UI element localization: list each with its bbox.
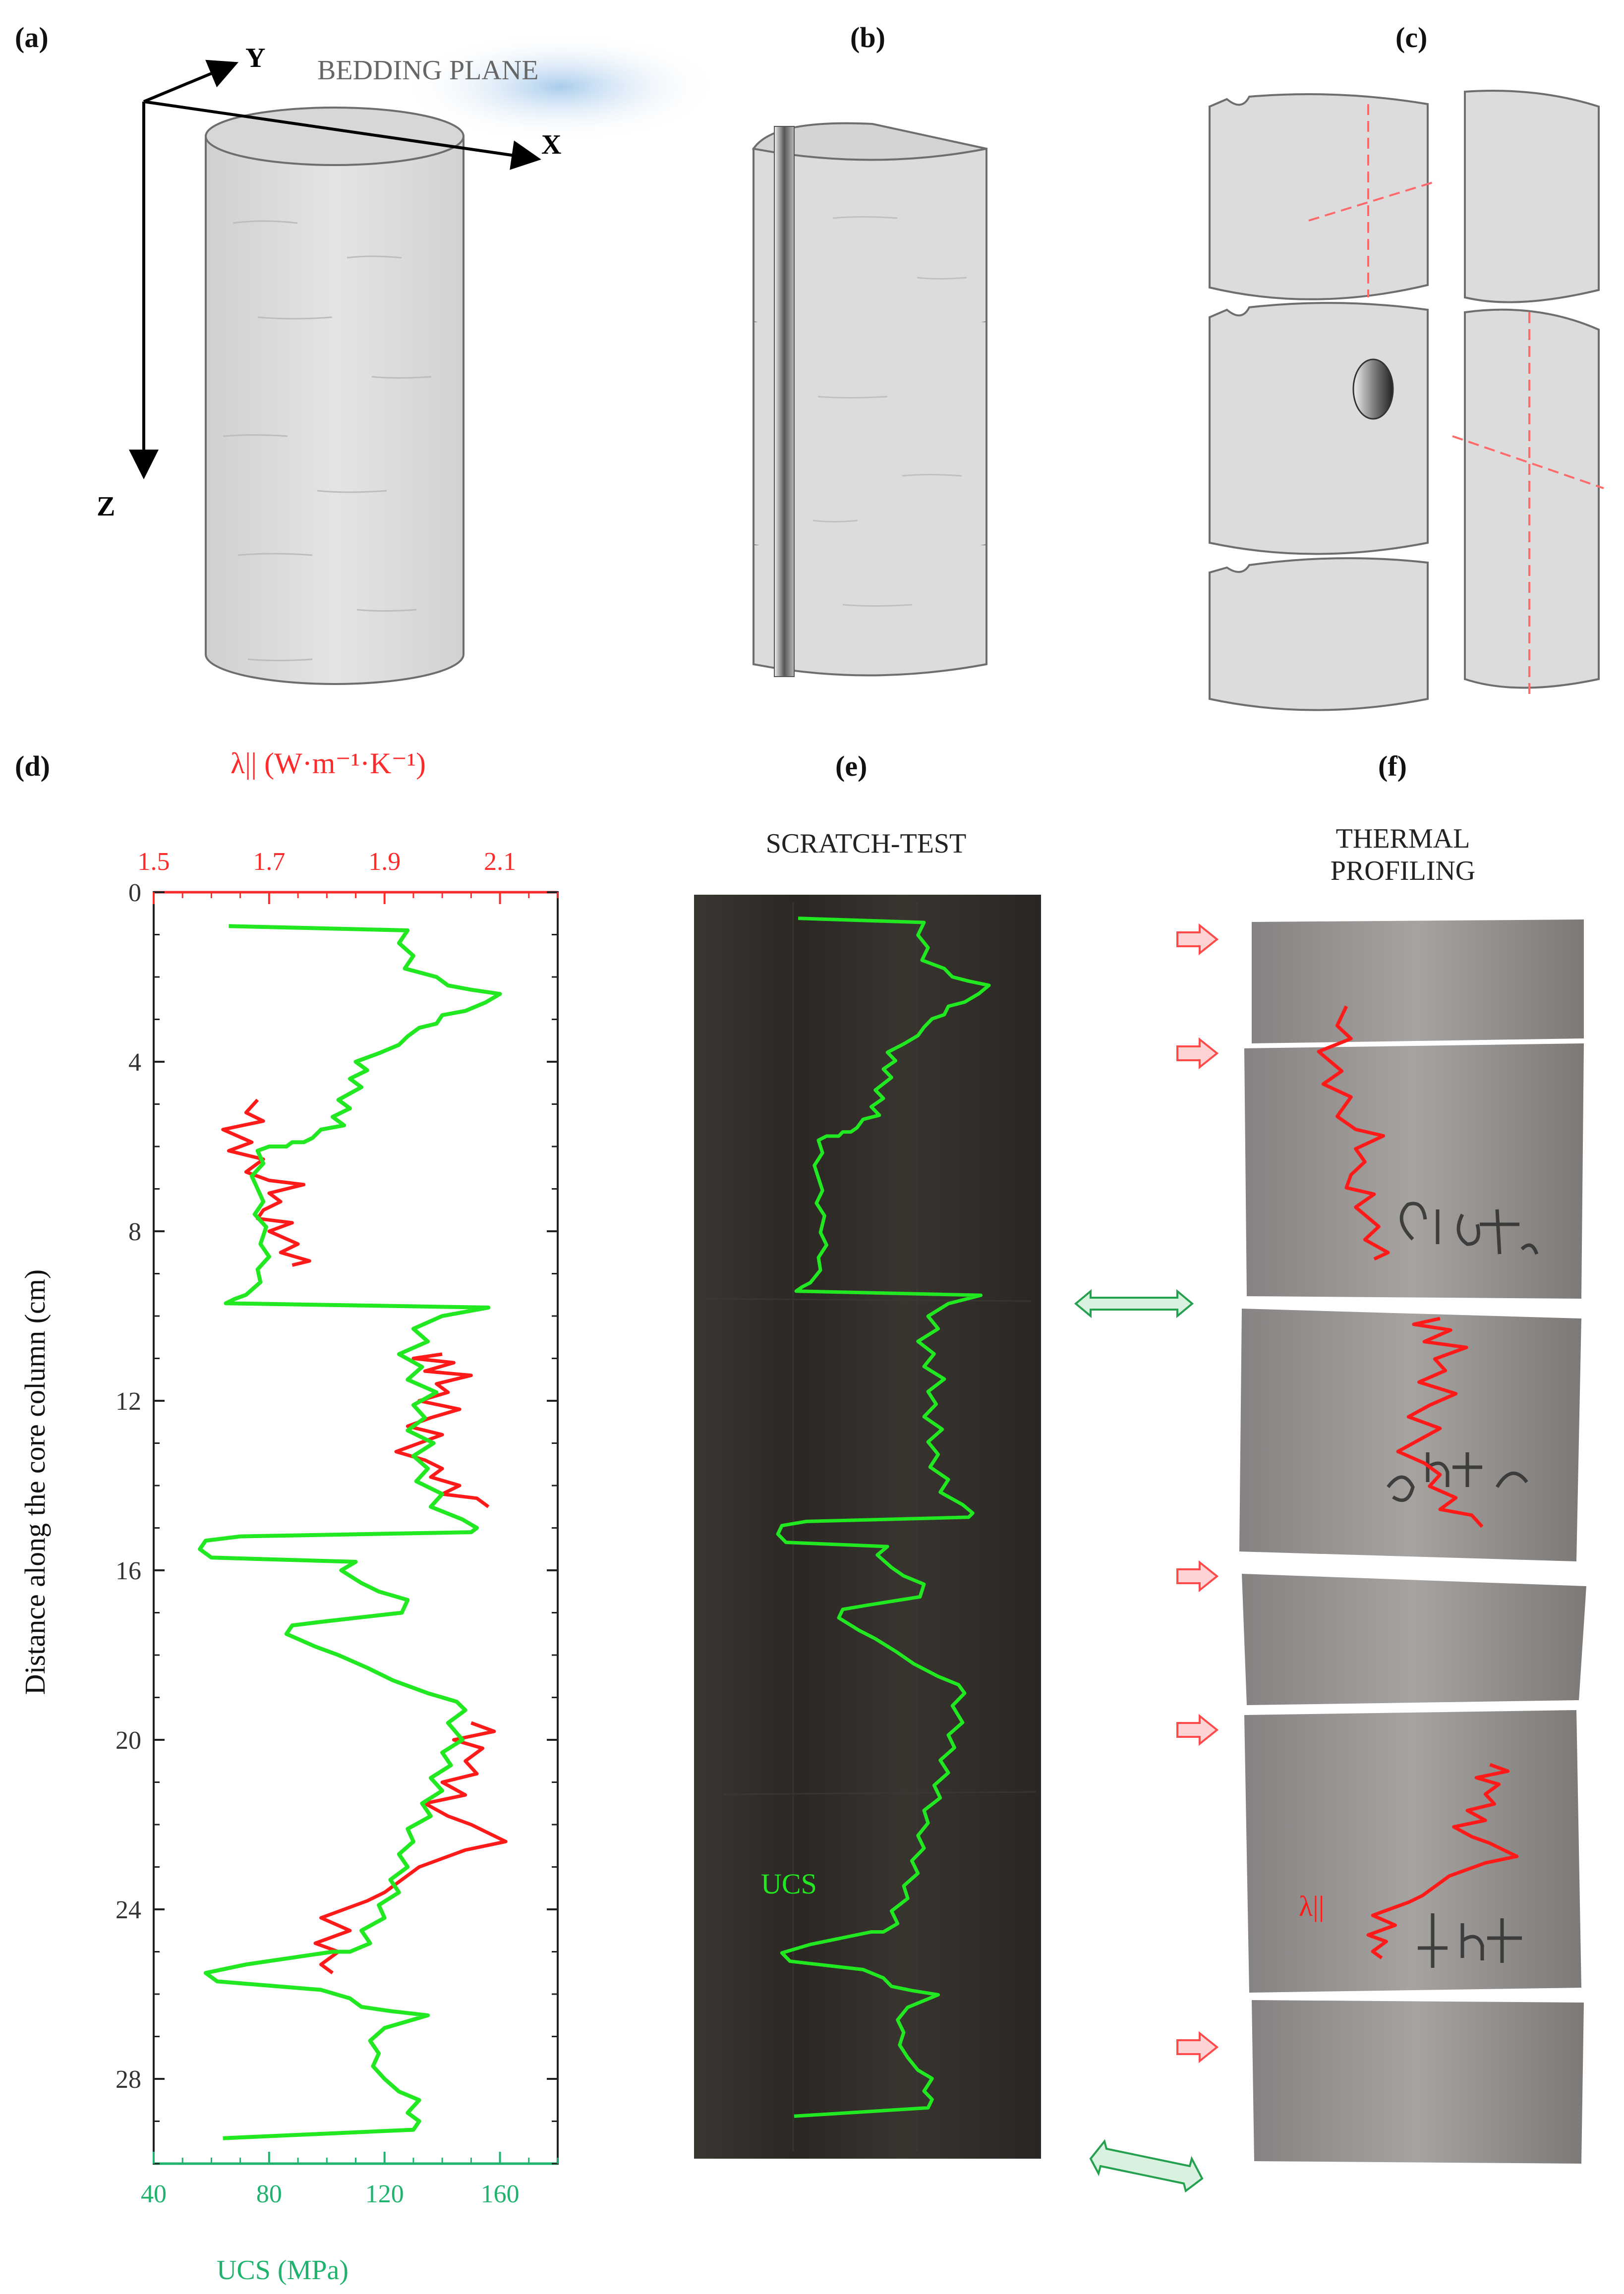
thermal-lambda-segment: [1396, 1317, 1484, 1528]
sample-mark-2: [1387, 1452, 1528, 1502]
red-marker-arrow: [1176, 2031, 1219, 2064]
panel-label-e: (e): [835, 750, 867, 782]
y-axis-title: Distance along the core column (cm): [19, 1269, 51, 1695]
y-tick-label: 16: [116, 1557, 141, 1585]
thermal-lambda-segment: [1366, 1763, 1519, 1959]
y-tick-label: 28: [116, 2065, 141, 2094]
scratch-ucs-overlay: [776, 917, 991, 2118]
x-bottom-tick-label: 40: [141, 2180, 167, 2208]
section-arrow-upper: [1074, 1289, 1194, 1319]
panel-f: (f) THERMAL PROFILING λ||: [1176, 750, 1586, 2164]
bedding-plane-label: BEDDING PLANE: [317, 55, 538, 86]
thermal-title-line2: PROFILING: [1331, 856, 1475, 886]
panel-label-b: (b): [850, 21, 885, 54]
bottom-axis-title: UCS (MPa): [217, 2255, 348, 2286]
panel-label-f: (f): [1378, 750, 1407, 782]
x-axis-label: X: [541, 129, 561, 160]
drill-hole: [1352, 358, 1394, 420]
y-tick-label: 12: [116, 1387, 141, 1416]
block-right-bottom: [1452, 308, 1604, 694]
rock-block-1: [1252, 919, 1584, 1043]
x-top-tick-label: 1.9: [368, 848, 401, 876]
rock-block-2: [1244, 1043, 1584, 1299]
red-marker-arrow: [1176, 1560, 1219, 1593]
lambda-series-segment: [313, 1721, 508, 1975]
z-axis-label: Z: [97, 491, 115, 522]
rock-block-6: [1252, 2000, 1584, 2164]
lambda-curve-label: λ||: [1299, 1890, 1324, 1922]
block-right-top: [1464, 90, 1600, 303]
scratch-ucs-line: [776, 917, 991, 2118]
x-axis-arrow: [143, 100, 541, 170]
panel-label-d: (d): [15, 750, 50, 782]
panel-a: (a) BEDDING PLANE Y X Z: [15, 21, 719, 685]
scratch-groove: [774, 126, 795, 677]
panel-label-c: (c): [1395, 21, 1427, 54]
ucs-curve-label: UCS: [761, 1868, 817, 1900]
y-tick-label: 24: [116, 1896, 141, 1924]
rock-block-4: [1242, 1574, 1586, 1705]
block-left-top: [1209, 93, 1438, 300]
rock-block-3: [1239, 1309, 1581, 1561]
red-marker-arrow: [1176, 923, 1219, 956]
core-top-face: [205, 107, 464, 166]
thermal-lambda-segment: [1317, 1005, 1390, 1261]
panel-d: (d) λ|| (W·m⁻¹·K⁻¹) UCS (MPa) Distance a…: [15, 747, 559, 2286]
panel-b: (b): [752, 21, 987, 677]
panel-c: (c): [1209, 21, 1604, 711]
lambda-series-segment: [221, 1098, 311, 1267]
block-left-bottom: [1209, 557, 1429, 711]
red-marker-arrow: [1176, 1037, 1219, 1070]
x-bottom-tick-label: 120: [365, 2180, 404, 2208]
top-axis-title: λ|| (W·m⁻¹·K⁻¹): [231, 747, 426, 780]
y-axis-label: Y: [245, 43, 265, 73]
ucs-series-line: [198, 924, 502, 2140]
thermal-lambda-overlay: [1317, 1005, 1519, 1959]
panel-label-a: (a): [15, 21, 49, 54]
x-top-tick-label: 1.7: [253, 848, 285, 876]
y-tick-label: 0: [128, 879, 141, 907]
bedding-lines: [223, 220, 432, 661]
x-top-tick-label: 2.1: [484, 848, 516, 876]
scratch-test-title: SCRATCH-TEST: [766, 828, 967, 859]
section-arrow-lower: [1089, 2139, 1204, 2193]
y-axis-arrow: [143, 59, 239, 103]
y-tick-label: 8: [128, 1218, 141, 1246]
thermal-title-line1: THERMAL: [1336, 823, 1470, 854]
red-marker-arrow: [1176, 1714, 1219, 1746]
y-tick-label: 20: [116, 1726, 141, 1755]
sample-mark-1: [1399, 1202, 1539, 1255]
y-tick-label: 4: [128, 1048, 141, 1077]
core-cylinder: [205, 135, 464, 685]
x-bottom-tick-label: 160: [481, 2180, 520, 2208]
scratch-core-photo: [694, 895, 1041, 2159]
sample-mark-3: [1418, 1913, 1522, 1968]
rock-block-5: [1244, 1710, 1581, 1993]
bedding-plane-highlight: [402, 32, 719, 141]
block-left-middle: [1209, 302, 1429, 555]
x-bottom-tick-label: 80: [256, 2180, 282, 2208]
measurement-markers: [1176, 923, 1219, 2064]
lambda-series-segment: [394, 1352, 490, 1508]
chart-d: 0 4 8 12 16 20 24 28 40 80 120 160 1.5 1.7 1.9 2.1: [116, 848, 559, 2208]
x-top-tick-label: 1.5: [138, 848, 170, 876]
panel-e: (e) SCRATCH-TEST UCS: [694, 750, 1204, 2193]
